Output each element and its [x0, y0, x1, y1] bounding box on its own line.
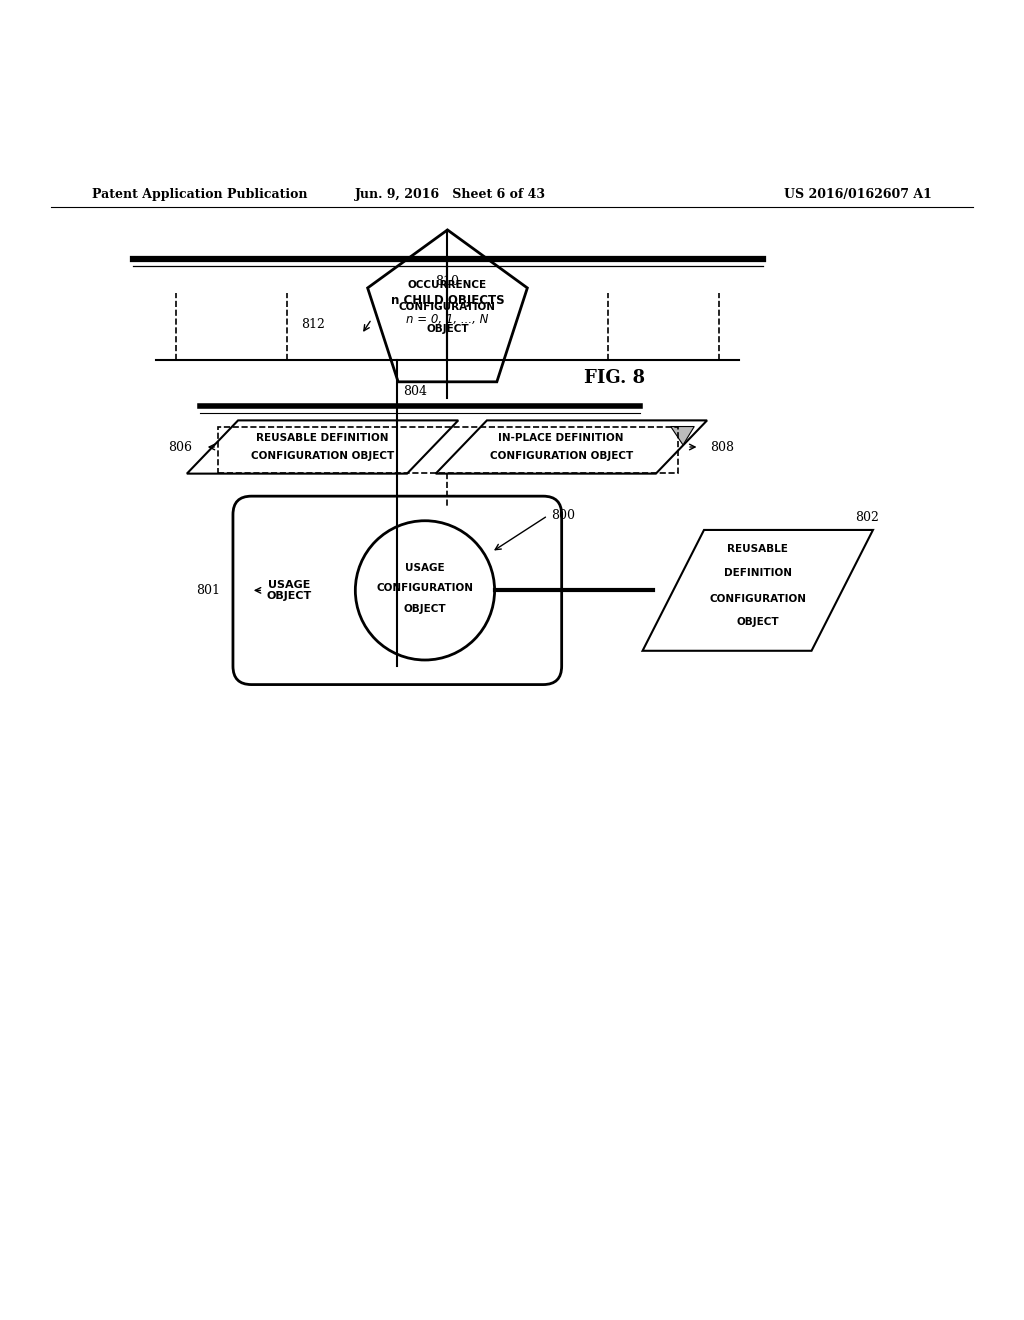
Text: DEFINITION: DEFINITION — [724, 568, 792, 578]
Text: OCCURRENCE: OCCURRENCE — [408, 280, 487, 290]
Text: FIG. 8: FIG. 8 — [584, 370, 645, 387]
Text: Jun. 9, 2016   Sheet 6 of 43: Jun. 9, 2016 Sheet 6 of 43 — [355, 187, 546, 201]
Text: USAGE: USAGE — [406, 562, 444, 573]
Text: 800: 800 — [551, 510, 574, 523]
Text: REUSABLE: REUSABLE — [727, 544, 788, 554]
Text: CONFIGURATION: CONFIGURATION — [399, 302, 496, 312]
Polygon shape — [671, 426, 694, 445]
Text: n CHILD OBJECTS: n CHILD OBJECTS — [391, 294, 504, 308]
Text: OBJECT: OBJECT — [736, 618, 779, 627]
Text: US 2016/0162607 A1: US 2016/0162607 A1 — [784, 187, 932, 201]
Text: Patent Application Publication: Patent Application Publication — [92, 187, 307, 201]
Text: IN-PLACE DEFINITION: IN-PLACE DEFINITION — [499, 433, 624, 442]
Text: CONFIGURATION: CONFIGURATION — [710, 594, 806, 603]
Text: CONFIGURATION OBJECT: CONFIGURATION OBJECT — [489, 451, 633, 461]
Text: OBJECT: OBJECT — [403, 603, 446, 614]
Text: 812: 812 — [301, 318, 325, 330]
Text: USAGE
OBJECT: USAGE OBJECT — [266, 579, 311, 601]
Text: 810: 810 — [435, 275, 460, 288]
Text: CONFIGURATION: CONFIGURATION — [377, 583, 473, 593]
Text: n = 0, 1, ..., N: n = 0, 1, ..., N — [407, 313, 488, 326]
Text: 804: 804 — [402, 385, 427, 397]
Text: CONFIGURATION OBJECT: CONFIGURATION OBJECT — [251, 451, 394, 461]
Text: 802: 802 — [856, 511, 880, 524]
Text: 801: 801 — [197, 583, 220, 597]
Bar — [218, 426, 678, 473]
Text: 808: 808 — [710, 441, 733, 454]
Text: 806: 806 — [169, 441, 193, 454]
Text: OBJECT: OBJECT — [426, 325, 469, 334]
Text: REUSABLE DEFINITION: REUSABLE DEFINITION — [256, 433, 389, 442]
